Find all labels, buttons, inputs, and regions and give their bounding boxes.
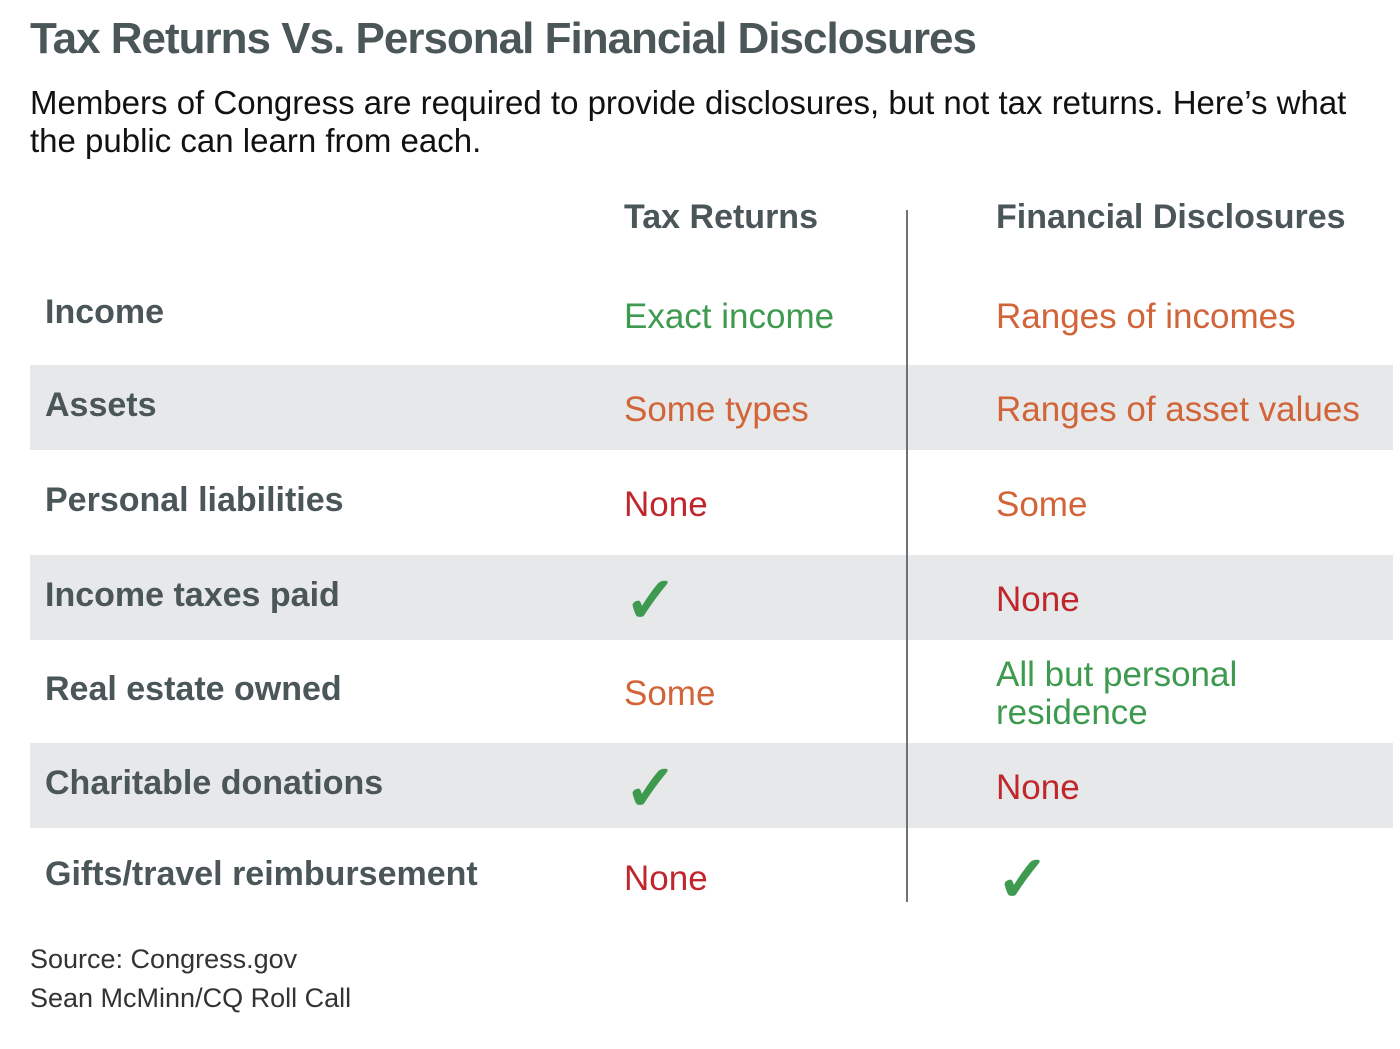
credit: Sean McMinn/CQ Roll Call (30, 983, 352, 1013)
cell-text: Some (996, 484, 1088, 524)
check-mark: ✓ (996, 842, 1050, 915)
cell-text: Exact income (624, 297, 835, 336)
row-label: Gifts/travel reimbursement (45, 854, 478, 893)
table-row: Charitable donations ✓ None (30, 743, 1393, 828)
cell-text: Ranges of asset values (996, 389, 1360, 429)
row-label: Charitable donations (45, 763, 384, 802)
check-mark: ✓ (624, 751, 678, 824)
cell-text: None (624, 484, 708, 524)
column-header: Financial Disclosures (996, 198, 1346, 236)
row-label: Real estate owned (45, 669, 342, 708)
cell-text: Some (624, 673, 716, 713)
cell-text: None (996, 767, 1080, 807)
table-row: Real estate owned Some All but personal re… (30, 640, 1393, 743)
cell-text: None (624, 858, 708, 898)
cell-text: Ranges of incomes (996, 297, 1296, 336)
table-row: Personal liabilities None Some (30, 450, 1393, 555)
column-header: Tax Returns (624, 198, 818, 236)
cell-text: None (996, 579, 1080, 619)
table-row: Gifts/travel reimbursement None ✓ (30, 828, 1393, 925)
table-row: Income Exact income Ranges of incomes (30, 265, 1393, 365)
title: Tax Returns Vs. Personal Financial Discl… (30, 14, 977, 63)
row-label: Personal liabilities (45, 480, 344, 519)
row-label: Assets (45, 385, 157, 424)
source: Source: Congress.gov (30, 944, 298, 974)
subtitle: Members of Congress are required to prov… (30, 84, 1347, 159)
cell-text: Some types (624, 389, 809, 429)
row-label: Income (45, 293, 165, 331)
cell-text: All but personal residence (996, 654, 1238, 732)
check-mark: ✓ (624, 563, 678, 636)
row-label: Income taxes paid (45, 575, 340, 614)
column-divider (906, 210, 908, 902)
table-row: Assets Some types Ranges of asset values (30, 365, 1393, 450)
table-row: Income taxes paid ✓ None (30, 555, 1393, 640)
